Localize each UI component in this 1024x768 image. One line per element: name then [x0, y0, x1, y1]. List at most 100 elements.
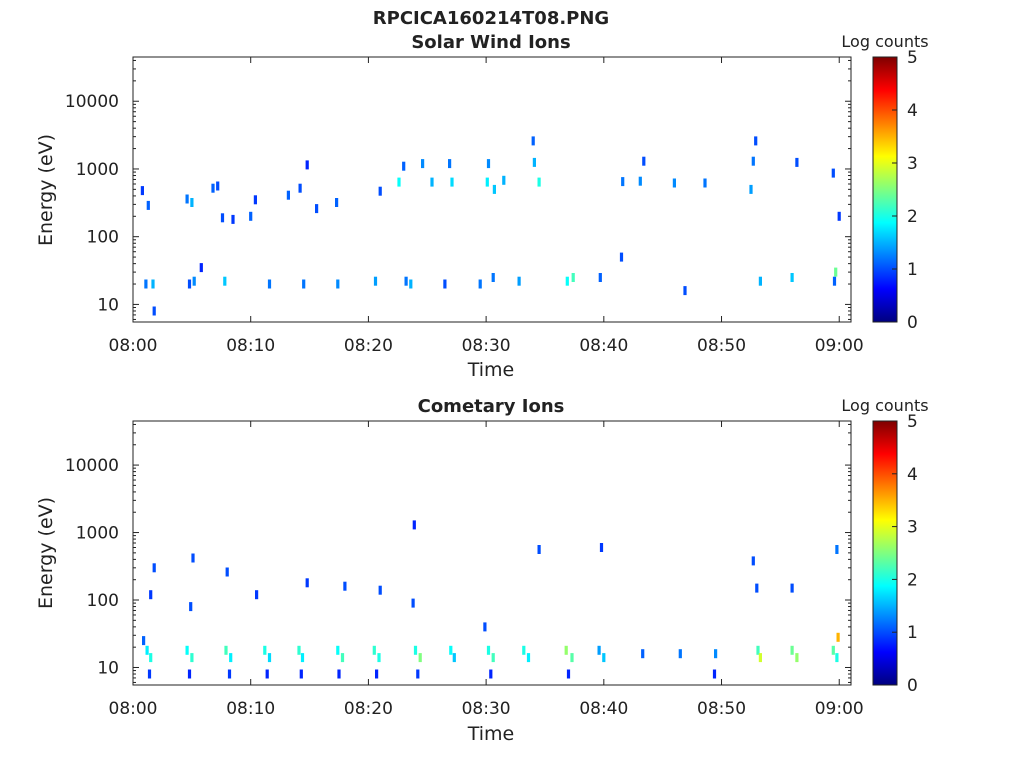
x-tick-label: 08:50: [697, 336, 746, 356]
data-cell: [412, 520, 416, 530]
data-cell: [413, 645, 418, 655]
data-cell: [755, 583, 759, 593]
data-cell: [489, 669, 493, 679]
data-cell: [147, 669, 152, 679]
cometary-panel: Cometary Ions Energy (eV) Time Log count…: [35, 396, 929, 745]
data-cell: [491, 273, 495, 282]
data-cell: [492, 184, 496, 194]
data-cell: [337, 669, 341, 679]
data-cell: [249, 211, 253, 221]
colorbar-tick-label: 1: [907, 623, 918, 643]
data-cell: [421, 159, 425, 169]
data-cell: [526, 653, 531, 663]
data-cell: [224, 645, 228, 655]
data-cell: [225, 567, 229, 577]
data-cell: [305, 160, 309, 170]
data-cell: [297, 645, 301, 655]
data-cell: [598, 273, 602, 282]
data-cell: [566, 669, 571, 679]
data-cell: [449, 645, 453, 655]
data-cell: [199, 263, 203, 273]
colorbar: [872, 420, 898, 686]
data-cell: [191, 553, 195, 563]
data-cell: [795, 157, 799, 167]
data-cell: [837, 211, 841, 221]
data-cell: [231, 214, 235, 224]
data-cell: [305, 578, 309, 588]
data-cell: [831, 645, 835, 655]
colorbar-tick-label: 2: [907, 570, 918, 590]
data-cell: [151, 279, 155, 289]
data-cell: [255, 590, 259, 600]
data-cell: [756, 645, 760, 655]
data-cell: [220, 213, 225, 223]
data-cell: [638, 176, 642, 186]
colorbar-tick-label: 3: [907, 518, 918, 538]
data-cell: [537, 177, 541, 187]
data-cell: [149, 590, 153, 600]
data-cell: [478, 279, 482, 289]
y-axis-label: Energy (eV): [35, 134, 57, 246]
colorbar-tick-label: 5: [907, 48, 918, 68]
data-cell: [834, 267, 838, 277]
data-cell: [565, 276, 569, 286]
data-cell: [564, 645, 568, 655]
data-cell: [790, 273, 794, 282]
data-cell: [378, 585, 382, 595]
data-cell: [832, 276, 837, 286]
data-cell: [491, 653, 495, 663]
y-tick-label: 10000: [65, 92, 119, 112]
data-cell: [703, 178, 707, 188]
data-cell: [641, 649, 645, 659]
data-cell: [145, 645, 149, 655]
colorbar-tick-label: 4: [907, 101, 918, 121]
data-cell: [411, 598, 415, 608]
data-cell: [683, 286, 687, 296]
data-cell: [758, 653, 762, 663]
data-cell: [404, 276, 408, 286]
y-tick-label: 100: [87, 591, 119, 611]
data-cell: [149, 653, 153, 663]
data-cell: [187, 669, 192, 679]
panel-title: Cometary Ions: [418, 396, 565, 417]
data-cell: [300, 653, 305, 663]
data-cell: [790, 583, 794, 593]
data-cell: [537, 545, 541, 554]
colorbar: [872, 56, 898, 323]
x-tick-label: 08:40: [579, 699, 628, 719]
x-tick-label: 09:00: [815, 336, 864, 356]
data-cell: [152, 563, 156, 573]
data-cell: [751, 156, 755, 166]
data-cell: [146, 200, 150, 210]
data-cell: [142, 636, 146, 646]
data-cell: [570, 653, 574, 663]
data-cell: [302, 279, 306, 289]
x-tick-label: 08:40: [579, 336, 628, 356]
data-cell: [267, 279, 272, 289]
data-cell: [152, 306, 156, 316]
data-cell: [486, 159, 491, 169]
data-cell: [340, 653, 345, 663]
data-cell: [714, 649, 718, 659]
data-cell: [190, 198, 194, 207]
data-cell: [223, 276, 227, 286]
data-cell: [517, 276, 521, 286]
data-cell: [267, 653, 272, 663]
x-tick-label: 08:50: [697, 699, 746, 719]
data-cell: [409, 279, 413, 289]
data-cell: [452, 653, 456, 663]
data-cell: [265, 669, 269, 679]
colorbar-label: Log counts: [841, 32, 928, 51]
y-tick-label: 1000: [76, 160, 119, 180]
data-cell: [140, 186, 144, 196]
data-cell: [263, 645, 267, 655]
data-cell: [430, 177, 434, 187]
plot-area: [132, 420, 852, 686]
x-tick-label: 08:20: [344, 336, 393, 356]
data-cell: [315, 204, 319, 214]
data-cell: [443, 279, 447, 289]
data-cell: [192, 276, 196, 286]
data-cell: [642, 156, 646, 166]
x-tick-label: 08:10: [226, 336, 275, 356]
figure-filename: RPCICA160214T08.PNG: [373, 8, 609, 29]
